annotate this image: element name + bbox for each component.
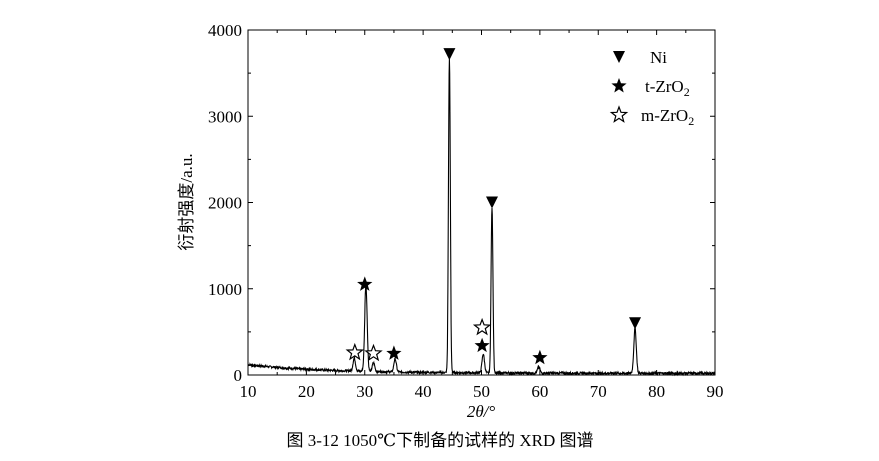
figure-caption: 图 3-12 1050℃下制备的试样的 XRD 图谱 bbox=[286, 431, 593, 450]
x-tick-label: 80 bbox=[648, 382, 665, 401]
x-tick-label: 40 bbox=[415, 382, 432, 401]
x-tick-label: 20 bbox=[298, 382, 315, 401]
y-tick-label: 2000 bbox=[208, 194, 242, 213]
legend-label: m-ZrO2 bbox=[641, 106, 694, 128]
legend: Ni t-ZrO2 m-ZrO2 bbox=[609, 48, 694, 128]
open-star-icon bbox=[364, 343, 383, 362]
y-tick-label: 0 bbox=[234, 366, 243, 385]
triangle-down-icon bbox=[486, 196, 499, 209]
x-tick-label: 90 bbox=[707, 382, 724, 401]
legend-label: Ni bbox=[650, 48, 667, 67]
open-star-icon bbox=[345, 342, 365, 361]
open-star-icon bbox=[472, 317, 492, 336]
legend-filled-star-icon bbox=[611, 78, 627, 93]
star-icon bbox=[386, 345, 402, 360]
y-tick-label: 4000 bbox=[208, 21, 242, 40]
x-tick-label: 10 bbox=[240, 382, 257, 401]
star-icon bbox=[532, 349, 548, 365]
y-tick-label: 1000 bbox=[208, 280, 242, 299]
y-tick-label: 3000 bbox=[208, 107, 242, 126]
star-icon bbox=[474, 337, 490, 353]
star-icon bbox=[357, 276, 373, 291]
legend-open-star-icon bbox=[609, 105, 629, 123]
x-tick-label: 50 bbox=[473, 382, 490, 401]
x-tick-label: 30 bbox=[356, 382, 373, 401]
triangle-down-icon bbox=[629, 317, 642, 330]
x-tick-label: 70 bbox=[590, 382, 607, 401]
xrd-curve bbox=[247, 58, 716, 377]
triangle-down-icon bbox=[443, 48, 456, 61]
x-tick-label: 60 bbox=[531, 382, 548, 401]
legend-filled-triangle-down-icon bbox=[613, 51, 625, 63]
y-axis-label: 衍射强度/a.u. bbox=[177, 153, 196, 250]
x-axis-label: 2θ/° bbox=[467, 402, 496, 421]
legend-label: t-ZrO2 bbox=[645, 77, 690, 99]
